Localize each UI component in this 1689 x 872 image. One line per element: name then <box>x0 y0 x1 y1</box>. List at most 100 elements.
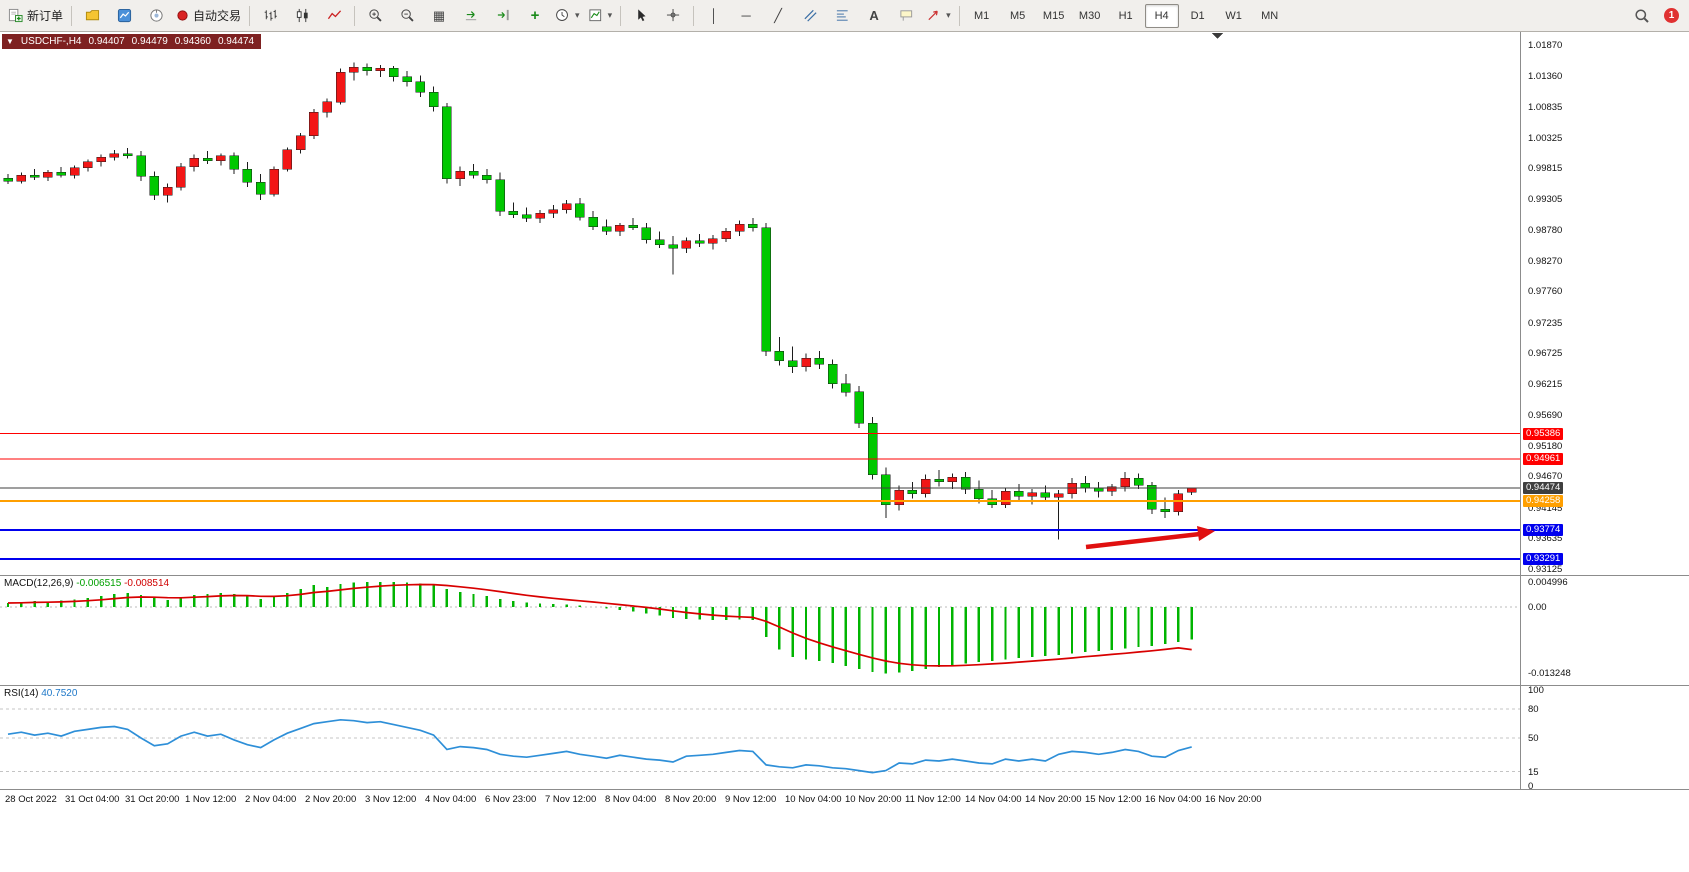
arrows-tool-button[interactable]: ▾ <box>922 3 955 29</box>
toolbar-separator <box>249 5 251 26</box>
fibonacci-tool-button[interactable] <box>826 3 858 29</box>
pane-separator[interactable] <box>0 575 1689 576</box>
price-line-badge: 0.95386 <box>1523 427 1564 440</box>
rsi-scale-label: 15 <box>1528 766 1539 778</box>
clock-icon <box>556 9 568 21</box>
horizontal-price-lines <box>0 433 1520 561</box>
periods-button[interactable]: ▾ <box>551 3 584 29</box>
price-axis-label: 0.93125 <box>1528 564 1563 575</box>
time-axis[interactable]: 28 Oct 2022 31 Oct 04:00 31 Oct 20:00 1 Nov… <box>0 791 1689 811</box>
macd-value: -0.006515 <box>76 578 122 589</box>
time-axis-label: 3 Nov 12:00 <box>365 794 417 805</box>
time-axis-label: 2 Nov 20:00 <box>305 794 357 805</box>
timeframe-m30-button[interactable]: M30 <box>1078 9 1101 22</box>
time-axis-label: 14 Nov 04:00 <box>965 794 1022 805</box>
search-button[interactable] <box>1626 3 1658 29</box>
pane-separator[interactable] <box>0 685 1689 686</box>
chevron-down-icon: ▾ <box>607 10 613 20</box>
grid-icon: ▦ <box>432 8 446 23</box>
rsi-pane-canvas[interactable] <box>0 686 1520 789</box>
crosshair-tool-button[interactable] <box>657 3 689 29</box>
zoom-out-icon <box>400 9 414 22</box>
candlestick-chart-button[interactable] <box>286 3 318 29</box>
rsi-scale-label: 80 <box>1528 704 1539 716</box>
vertical-line-tool-button[interactable]: │ <box>698 3 730 29</box>
horizontal-line-tool-button[interactable]: ─ <box>730 3 762 29</box>
timeframe-mn-button[interactable]: MN <box>1261 9 1279 22</box>
price-axis-label: 0.95690 <box>1528 410 1563 422</box>
indicators-plus-icon: + <box>530 7 540 24</box>
auto-trading-button[interactable]: 自动交易 <box>172 3 245 29</box>
notification-badge[interactable]: 1 <box>1664 8 1679 23</box>
time-axis-label: 1 Nov 12:00 <box>185 794 237 805</box>
indicators-button[interactable]: + <box>519 3 551 29</box>
line-chart-button[interactable] <box>318 3 350 29</box>
time-axis-label: 16 Nov 04:00 <box>1145 794 1202 805</box>
chart-shift-icon <box>497 9 509 21</box>
bar-chart-button[interactable] <box>254 3 286 29</box>
rsi-value: 40.7520 <box>41 688 78 699</box>
price-line-badge: 0.94258 <box>1523 495 1564 508</box>
main-toolbar: 新订单 自动交易 ▦ + ▾ ▾ <box>0 0 1689 32</box>
auto-scroll-button[interactable] <box>455 3 487 29</box>
zoom-out-button[interactable] <box>391 3 423 29</box>
price-axis-label: 0.99305 <box>1528 193 1563 205</box>
chart-window-title[interactable]: ▼ USDCHF-,H4 0.94407 0.94479 0.94360 0.9… <box>2 34 262 49</box>
timeframe-w1-button[interactable]: W1 <box>1225 9 1242 22</box>
time-axis-label: 6 Nov 23:00 <box>485 794 537 805</box>
macd-scale-label: 0.00 <box>1528 602 1547 613</box>
macd-name: MACD(12,26,9) <box>4 578 74 589</box>
macd-pane-canvas[interactable] <box>0 576 1520 685</box>
price-axis[interactable]: 1.01870 1.01360 1.00835 1.00325 0.99815 0.993… <box>1521 32 1689 792</box>
ohlc-high: 0.94479 <box>131 36 168 47</box>
data-window-icon <box>149 9 163 22</box>
price-axis-label: 1.01870 <box>1528 40 1563 51</box>
price-axis-label: 0.94670 <box>1528 471 1563 483</box>
bar-chart-icon <box>264 9 277 21</box>
time-axis-label: 31 Oct 04:00 <box>65 794 120 805</box>
timeframe-m5-button[interactable]: M5 <box>1009 9 1026 22</box>
text-label-tool-button[interactable] <box>890 3 922 29</box>
candles-group <box>3 62 1197 540</box>
price-axis-label: 0.98780 <box>1528 225 1563 237</box>
symbol-dropdown-icon: ▼ <box>6 37 14 46</box>
timeframe-h1-button[interactable]: H1 <box>1118 9 1133 22</box>
toolbar-right-group: 1 <box>1626 3 1685 29</box>
cursor-tool-button[interactable] <box>625 3 657 29</box>
toolbar-separator <box>693 5 695 26</box>
rsi-scale-label: 100 <box>1528 685 1544 696</box>
timeframe-d1-button[interactable]: D1 <box>1190 9 1205 22</box>
price-axis-label: 1.01360 <box>1528 70 1563 82</box>
market-watch-button[interactable] <box>108 3 140 29</box>
price-axis-label: 0.99815 <box>1528 163 1563 175</box>
timeframe-m1-button[interactable]: M1 <box>973 9 990 22</box>
grid-toggle-button[interactable]: ▦ <box>423 3 455 29</box>
time-axis-label: 8 Nov 20:00 <box>665 794 717 805</box>
new-order-button[interactable]: 新订单 <box>4 3 67 29</box>
data-window-button[interactable] <box>140 3 172 29</box>
timeframe-h4-button[interactable]: H4 <box>1144 3 1179 28</box>
timeframe-m15-button[interactable]: M15 <box>1042 9 1065 22</box>
pane-separator[interactable] <box>0 789 1689 790</box>
trendline-tool-button[interactable]: ╱ <box>762 3 794 29</box>
zoom-in-button[interactable] <box>359 3 391 29</box>
cursor-icon <box>637 9 646 22</box>
symbol-period-label: USDCHF-,H4 <box>20 36 82 47</box>
ohlc-low: 0.94360 <box>174 36 211 47</box>
time-axis-label: 10 Nov 20:00 <box>845 794 902 805</box>
chart-shift-button[interactable] <box>487 3 519 29</box>
timeframe-group: M1 M5 M15 M30 H1 H4 D1 W1 MN <box>964 3 1288 28</box>
channel-tool-button[interactable] <box>794 3 826 29</box>
toolbar-separator <box>620 5 622 26</box>
search-icon <box>1635 8 1649 23</box>
text-tool-button[interactable]: A <box>858 3 890 29</box>
charts-profile-button[interactable] <box>76 3 108 29</box>
time-axis-label: 8 Nov 04:00 <box>605 794 657 805</box>
equidistant-channel-icon <box>804 9 817 22</box>
ohlc-close: 0.94474 <box>217 36 255 47</box>
fibonacci-icon <box>836 10 848 21</box>
auto-trading-icon <box>177 10 188 21</box>
zoom-in-icon <box>368 9 382 22</box>
templates-button[interactable]: ▾ <box>584 3 617 29</box>
main-chart-canvas[interactable] <box>0 32 1520 575</box>
